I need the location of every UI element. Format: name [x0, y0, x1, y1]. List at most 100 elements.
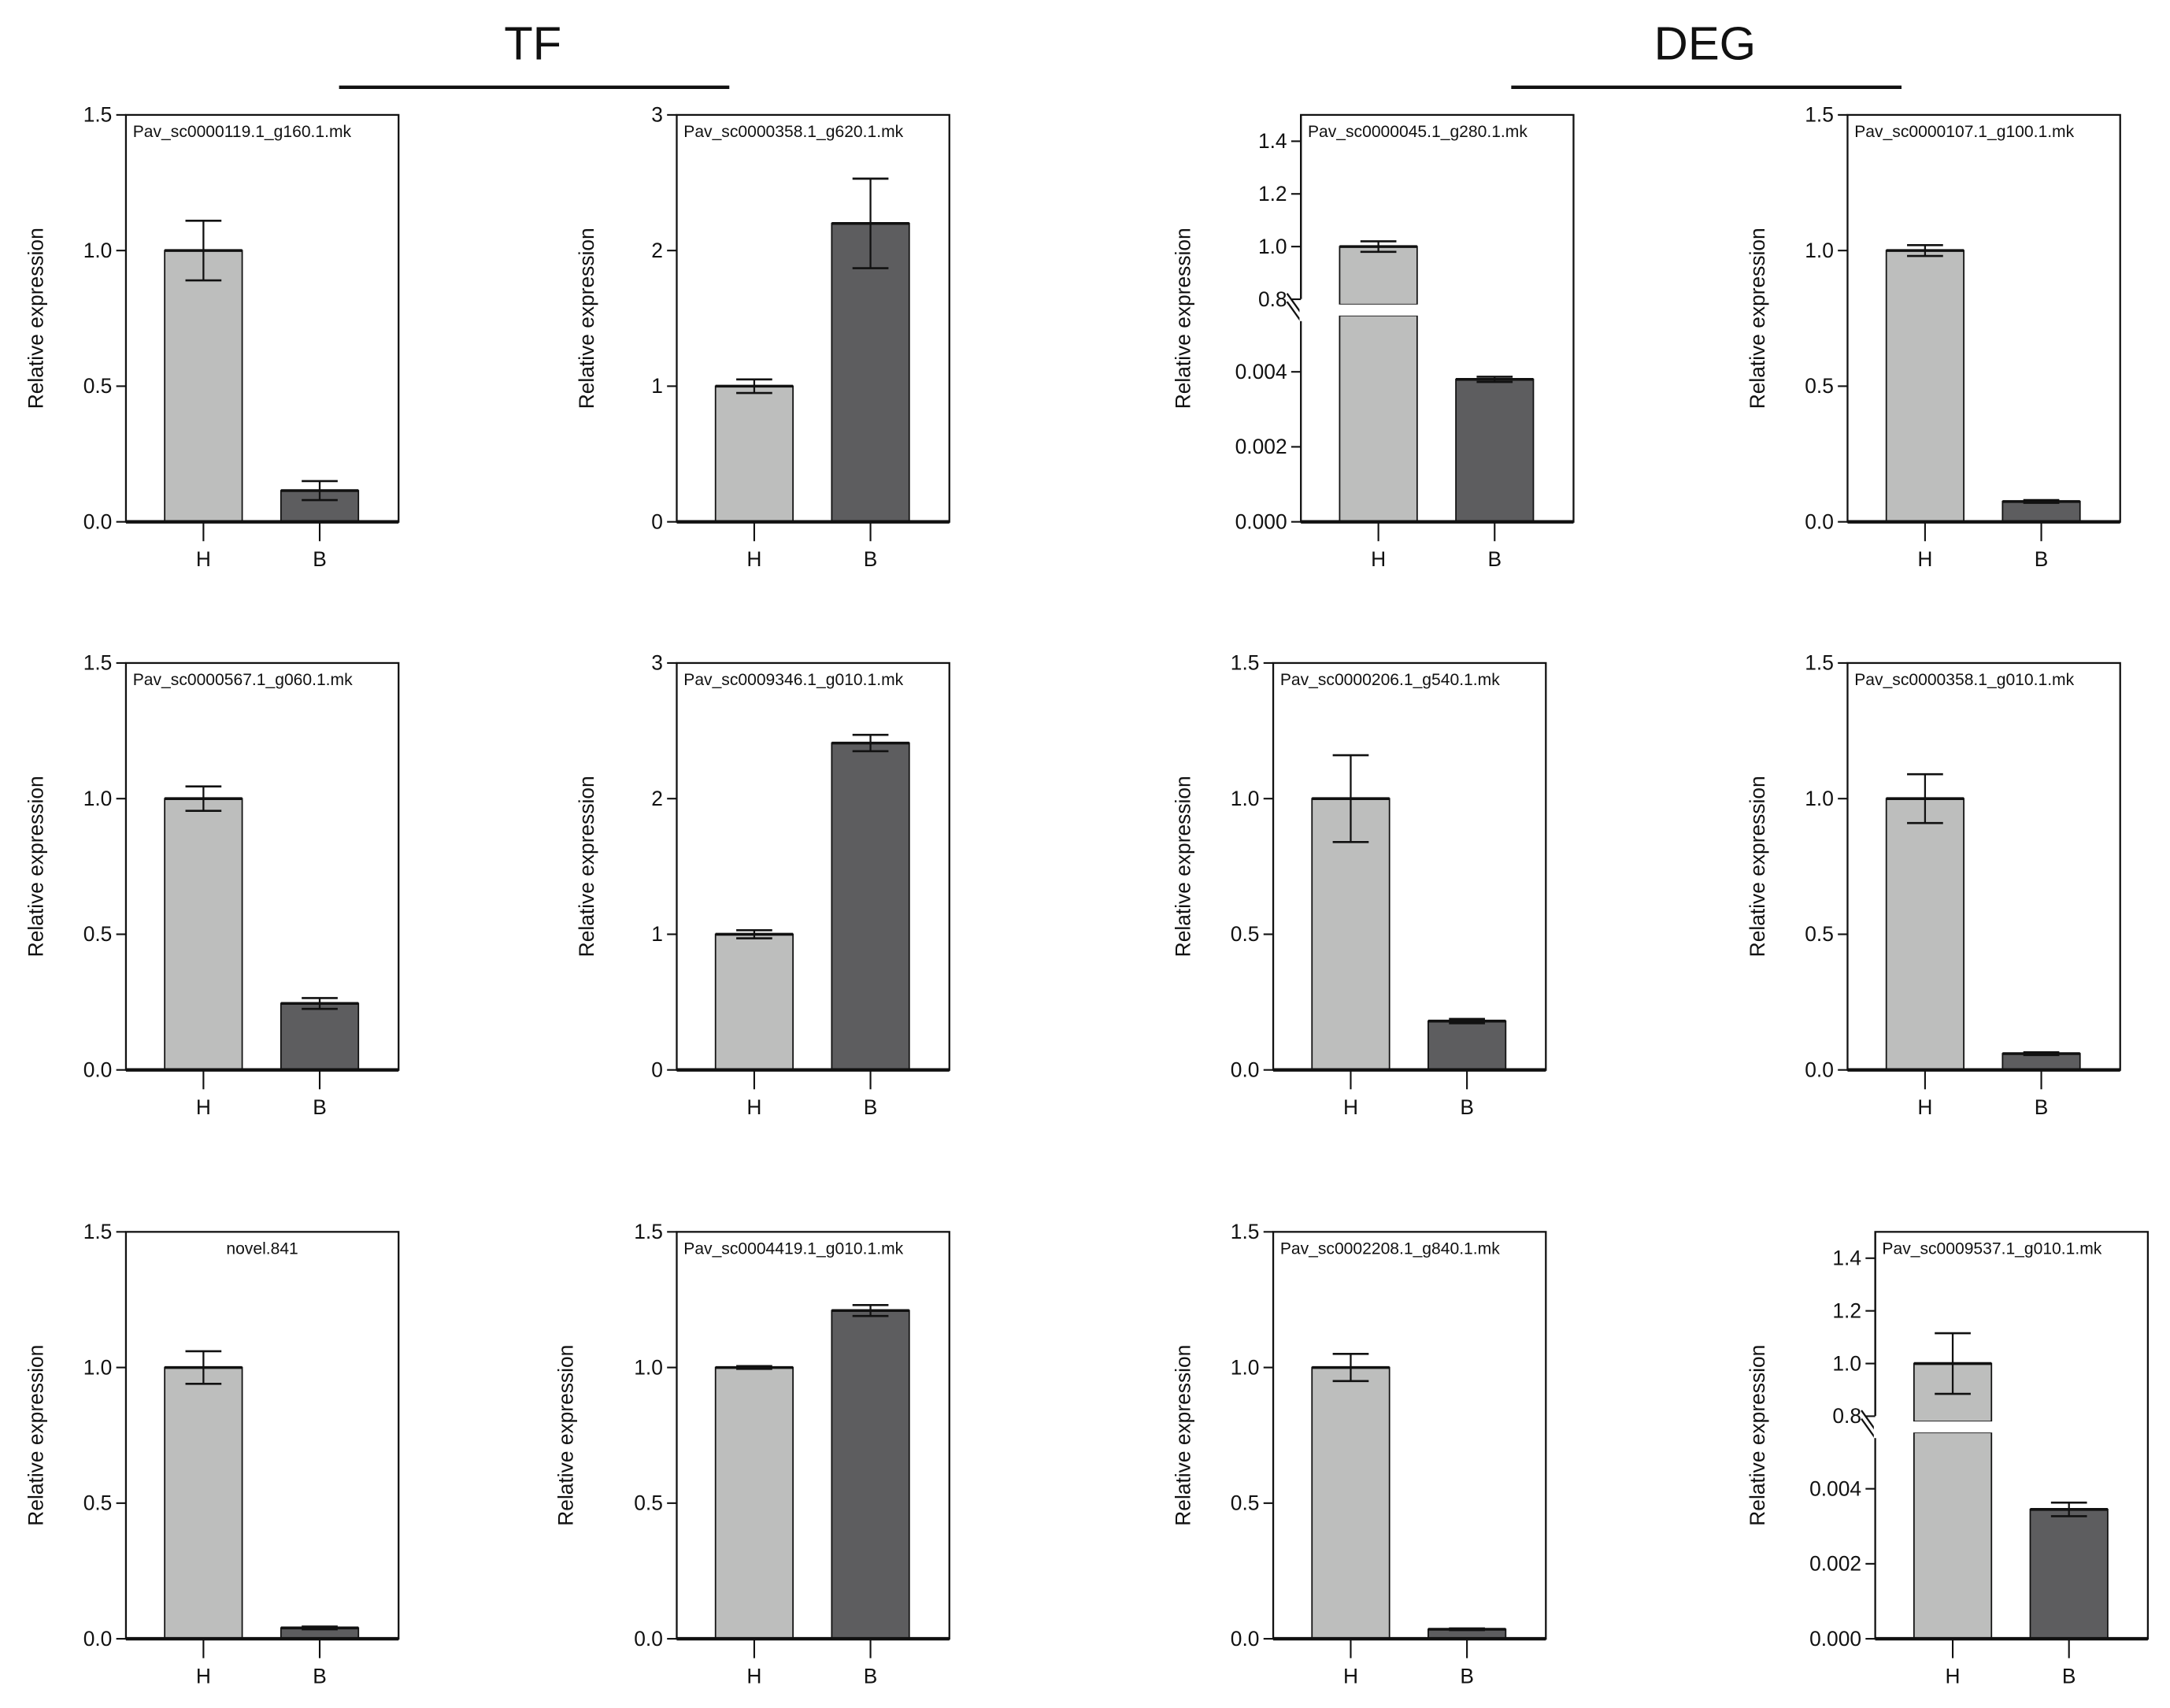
y-tick-label: 1.0 [1231, 787, 1260, 810]
x-tick-label: B [864, 547, 878, 571]
y-tick-label: 0.8 [1832, 1404, 1861, 1428]
y-tick-label: 0 [651, 1058, 663, 1081]
panel-5: H B 0.0 0.5 1.0 1.5 Relative expression Pav_sc0… [24, 651, 400, 1119]
y-tick-label: 1.0 [83, 787, 113, 810]
bar-B [1455, 378, 1535, 523]
axis-gap [1873, 1416, 1879, 1439]
x-tick-label: B [2035, 547, 2049, 571]
y-tick-label: 0.5 [1231, 922, 1260, 946]
error-bar-H [1312, 754, 1390, 843]
y-tick-label: 0.5 [634, 1491, 663, 1515]
y-tick-label: 1.0 [1231, 1355, 1260, 1379]
y-axis-label: Relative expression [554, 1345, 578, 1526]
y-tick-label: 0.0 [83, 1627, 113, 1651]
error-bar-H [1886, 243, 1964, 257]
error-bar-B [2002, 1050, 2080, 1057]
error-bar-H [165, 785, 243, 813]
x-tick-label: B [1460, 1095, 1474, 1119]
panel-1: H B 0.0 0.5 1.0 1.5 Relative expression Pav_sc0… [24, 103, 400, 571]
bar-B [2002, 1053, 2081, 1071]
bar-H [164, 798, 243, 1071]
y-tick-label: 3 [651, 103, 663, 127]
axis-break-gap [1336, 304, 1420, 316]
x-tick-label: B [313, 1664, 327, 1688]
panel-title: novel.841 [226, 1239, 298, 1258]
x-tick-label: H [196, 1095, 211, 1119]
y-axis-label: Relative expression [575, 228, 598, 409]
bar-B [2002, 500, 2081, 523]
y-tick-label: 1.5 [83, 103, 113, 127]
x-tick-label: H [746, 1095, 761, 1119]
y-tick-label: 0.0 [1805, 1058, 1834, 1081]
y-axis-label: Relative expression [24, 1345, 47, 1526]
bar-H [1311, 798, 1391, 1071]
bar-B [831, 742, 910, 1071]
bar-B [2029, 1508, 2109, 1639]
x-tick-label: B [1487, 547, 1502, 571]
bar-B [1428, 1020, 1507, 1071]
x-tick-label: H [1946, 1664, 1961, 1688]
error-bar-H [1913, 1332, 1992, 1395]
panel-11: H B 0.0 0.5 1.0 1.5 Relative expression Pav_sc0… [1172, 1220, 1547, 1688]
error-bar-H [1886, 772, 1964, 824]
axis-break-mark [1861, 1410, 1876, 1431]
panel-12: H B 0.000 0.002 0.004 0.8 1.0 1.2 1.4 Relative ex… [1746, 1231, 2150, 1688]
bar-H-lower [1913, 1432, 1993, 1639]
error-bar-B [1428, 1627, 1506, 1632]
error-bar-H [1312, 1353, 1390, 1383]
panel-title: Pav_sc0000358.1_g010.1.mk [1854, 671, 2074, 689]
panel-title: Pav_sc0000119.1_g160.1.mk [133, 123, 352, 141]
y-tick-label: 1.0 [1832, 1351, 1861, 1375]
error-bar-B [2002, 498, 2080, 504]
y-tick-label: 1.5 [634, 1220, 663, 1243]
x-tick-label: B [864, 1095, 878, 1119]
y-tick-label: 0.5 [83, 922, 113, 946]
y-axis-label: Relative expression [1746, 776, 1769, 957]
x-tick-label: H [196, 547, 211, 571]
y-tick-label: 1.4 [1832, 1247, 1861, 1270]
y-axis-label: Relative expression [1172, 1345, 1195, 1526]
y-tick-label: 0.5 [1805, 374, 1834, 398]
y-tick-label: 0.002 [1235, 435, 1287, 458]
y-tick-label: 0.000 [1235, 509, 1287, 533]
y-tick-label: 1.5 [1805, 103, 1834, 127]
panel-title: Pav_sc0009346.1_g010.1.mk [683, 671, 903, 689]
axis-break-mark [1861, 1417, 1876, 1439]
panel-2: H B 0 1 2 3 Relative expression Pav_sc0000358.1… [575, 103, 950, 571]
error-bar-B [831, 733, 909, 753]
error-bar-B [2030, 1501, 2108, 1517]
error-bar-B [1428, 1017, 1506, 1024]
error-bar-B [1456, 376, 1534, 383]
y-tick-label: 1.0 [1258, 235, 1287, 258]
x-tick-label: B [2035, 1095, 2049, 1119]
y-tick-label: 1 [651, 922, 663, 946]
y-tick-label: 1.5 [1231, 651, 1260, 675]
error-bar-H [165, 219, 243, 282]
y-axis-label: Relative expression [1746, 1345, 1769, 1526]
x-tick-label: H [1371, 547, 1386, 571]
y-tick-label: 1.0 [1805, 239, 1834, 262]
bar-H-lower [1339, 314, 1418, 523]
y-tick-label: 0.0 [1231, 1627, 1260, 1651]
y-tick-label: 1.0 [83, 239, 113, 262]
panel-title: Pav_sc0000567.1_g060.1.mk [133, 671, 353, 689]
panel-title: Pav_sc0000107.1_g100.1.mk [1854, 123, 2074, 141]
y-tick-label: 0.5 [83, 374, 113, 398]
panel-title: Pav_sc0000206.1_g540.1.mk [1280, 671, 1500, 689]
x-tick-label: H [1917, 1095, 1932, 1119]
bar-H [1885, 798, 1964, 1071]
y-tick-label: 1.0 [83, 1355, 113, 1379]
bar-H-upper [1339, 246, 1418, 306]
error-bar-B [280, 1625, 359, 1631]
y-tick-label: 0 [651, 509, 663, 533]
bar-H [1885, 250, 1964, 523]
y-tick-label: 0.0 [634, 1627, 663, 1651]
bar-B [280, 1002, 360, 1071]
y-tick-label: 1.2 [1258, 182, 1287, 206]
panel-title: Pav_sc0000358.1_g620.1.mk [683, 123, 903, 141]
bar-H [1311, 1366, 1391, 1639]
x-tick-label: B [313, 547, 327, 571]
y-tick-label: 0.0 [83, 1058, 113, 1081]
y-tick-label: 0.0 [1805, 509, 1834, 533]
panel-title: Pav_sc0000045.1_g280.1.mk [1308, 123, 1528, 141]
